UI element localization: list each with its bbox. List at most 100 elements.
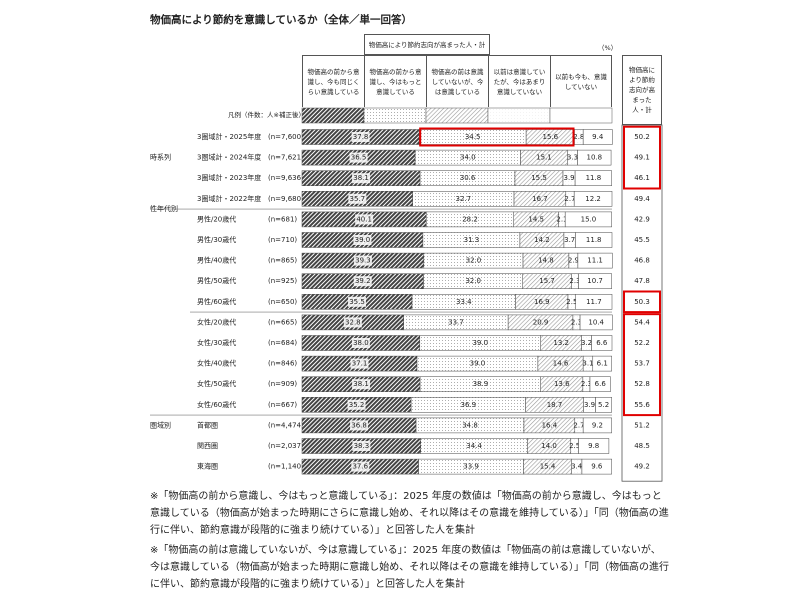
value-label: 14.0 <box>541 442 557 450</box>
total-value: 54.4 <box>634 318 650 326</box>
total-value: 49.1 <box>634 154 650 162</box>
value-label: 3.4 <box>571 463 583 471</box>
value-label: 2.8 <box>573 133 584 141</box>
total-value: 52.8 <box>634 380 650 388</box>
label-bg <box>351 338 370 348</box>
label-bg <box>352 173 371 184</box>
label-bg <box>353 255 372 266</box>
value-label: 2.7 <box>564 195 575 203</box>
value-label: 34.5 <box>465 133 481 141</box>
group-label: 圏域別 <box>150 420 171 429</box>
total-header: 物価高により節約志向が高まった人・計 <box>622 55 662 125</box>
category-label: 男性/40歳代 <box>197 256 236 265</box>
bar-segment <box>578 438 610 454</box>
category-label: 3圏域計・2024年度 <box>197 153 261 162</box>
value-label: 38.3 <box>354 442 370 450</box>
category-label: 3圏域計・2022年度 <box>197 194 261 203</box>
bar-segment <box>564 211 612 228</box>
value-label: 37.8 <box>353 133 369 141</box>
total-value: 53.7 <box>634 360 650 368</box>
total-value: 45.5 <box>634 236 650 244</box>
category-label: 女性/20歳代 <box>197 317 236 326</box>
legend-swatch <box>425 107 489 124</box>
n-label: (n=667) <box>268 401 297 409</box>
value-label: 6.1 <box>597 360 608 368</box>
highlight-box <box>419 127 575 147</box>
value-label: 13.6 <box>554 380 570 388</box>
value-label: 11.1 <box>587 257 603 265</box>
category-label: 男性/60歳代 <box>197 297 236 306</box>
value-label: 15.5 <box>531 174 547 182</box>
value-label: 3.1 <box>582 360 593 368</box>
highlight-box <box>623 125 661 190</box>
group-label: 性年代別 <box>150 204 178 213</box>
value-label: 9.8 <box>588 442 599 450</box>
value-label: 39.2 <box>355 277 371 285</box>
value-label: 2.7 <box>573 421 584 429</box>
value-label: 36.8 <box>351 421 367 429</box>
n-label: (n=650) <box>268 298 297 306</box>
bar-segment <box>575 294 613 310</box>
bar-segment <box>589 376 611 392</box>
total-frame <box>621 124 663 482</box>
value-label: 14.6 <box>553 360 569 368</box>
bar-segment <box>577 252 613 269</box>
value-label: 10.7 <box>587 277 603 285</box>
legend-swatch <box>363 107 427 124</box>
bar-segment <box>578 273 612 289</box>
column-header: 物価高の前から意識し、今はもっと意識している <box>364 55 426 107</box>
total-value: 55.6 <box>634 401 650 409</box>
category-label: 女性/40歳代 <box>197 359 236 368</box>
label-bg <box>351 461 370 472</box>
value-label: 39.0 <box>355 236 371 244</box>
bar-segment <box>574 170 612 186</box>
value-label: 6.6 <box>595 380 607 388</box>
value-label: 35.2 <box>349 401 365 409</box>
total-value: 50.3 <box>634 298 650 306</box>
n-label: (n=9,680) <box>268 195 304 203</box>
value-label: 28.2 <box>462 215 478 223</box>
value-label: 9.6 <box>591 463 603 471</box>
label-bg <box>352 379 371 390</box>
span-header: 物価高により節約志向が高まった人・計 <box>364 34 490 55</box>
n-label: (n=710) <box>268 236 297 244</box>
value-label: 33.9 <box>463 463 479 471</box>
value-label: 39.0 <box>472 339 488 347</box>
value-label: 31.3 <box>464 236 480 244</box>
value-label: 15.0 <box>581 215 597 223</box>
value-label: 2.3 <box>569 277 580 285</box>
n-label: (n=684) <box>268 339 297 347</box>
n-label: (n=7,621) <box>268 154 304 162</box>
label-bg <box>353 276 372 287</box>
value-label: 14.2 <box>534 236 550 244</box>
value-label: 38.1 <box>353 380 369 388</box>
value-label: 9.4 <box>592 133 604 141</box>
category-label: 3圏域計・2025年度 <box>197 132 261 141</box>
footnote: ※「物価高の前は意識していないが、今は意識している」：2025 年度の数値は「物… <box>150 545 669 590</box>
total-value: 49.2 <box>634 463 650 471</box>
legend-swatch <box>487 107 551 124</box>
value-label: 11.7 <box>586 298 602 306</box>
value-label: 15.7 <box>539 277 555 285</box>
label-bg <box>348 296 367 307</box>
category-label: 男性/30歳代 <box>197 235 236 244</box>
value-label: 34.0 <box>460 154 476 162</box>
label-bg <box>347 399 366 410</box>
value-label: 32.0 <box>465 277 481 285</box>
n-label: (n=4,474) <box>268 421 304 429</box>
value-label: 37.1 <box>352 360 368 368</box>
value-label: 9.2 <box>592 421 603 429</box>
value-label: 38.9 <box>473 380 489 388</box>
bar-segment <box>577 149 612 166</box>
value-label: 16.9 <box>534 298 550 306</box>
n-label: (n=909) <box>268 380 297 388</box>
label-bg <box>349 152 368 163</box>
category-label: 首都圏 <box>197 420 218 429</box>
value-label: 15.4 <box>540 463 556 471</box>
value-label: 38.1 <box>353 174 369 182</box>
bar-segment <box>579 314 613 331</box>
bar-segment <box>595 397 612 413</box>
value-label: 3.3 <box>567 154 578 162</box>
column-header: 物価高の前は意識していないが、今は意識している <box>426 55 488 107</box>
